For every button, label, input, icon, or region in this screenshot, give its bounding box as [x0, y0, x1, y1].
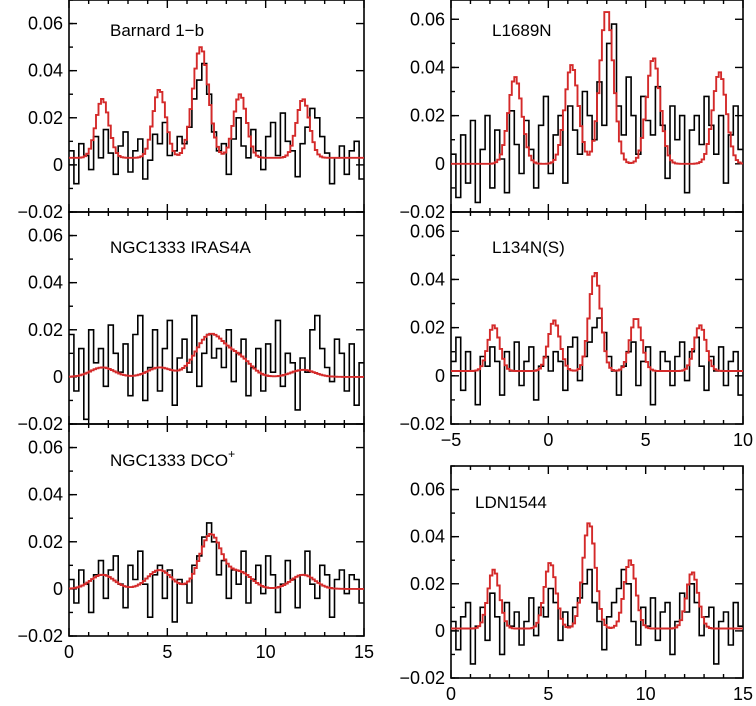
- y-tick-label: 0.06: [28, 438, 63, 458]
- y-tick-label: 0.02: [28, 108, 63, 128]
- x-tick-label: 15: [733, 684, 753, 704]
- x-tick-label: 0: [543, 430, 553, 450]
- y-tick-label: −0.02: [399, 668, 445, 688]
- figure: Barnard 1−b −0.0200.020.040.06 NGC1333 I…: [0, 0, 756, 706]
- x-tick-label: 5: [162, 642, 172, 662]
- y-tick-label: 0.06: [28, 226, 63, 246]
- x-tick-label: 15: [354, 642, 374, 662]
- panel-l134n: L134N(S) −0.02 0 0.02 0.04 0.06 −5 0 5 10: [399, 212, 753, 450]
- y-tick-label: 0.04: [28, 485, 63, 505]
- observed-spectrum: [69, 316, 364, 420]
- panel-title: L1689N: [492, 21, 552, 40]
- y-tick-label: 0.06: [28, 14, 63, 34]
- panel-barnard: Barnard 1−b −0.02 0 0.02 0.04 0.06: [17, 0, 364, 222]
- y-tick-label: 0.06: [410, 480, 445, 500]
- y-tick-label: 0.02: [410, 106, 445, 126]
- y-tick-label: 0: [435, 621, 445, 641]
- y-tick-label: 0.04: [410, 527, 445, 547]
- y-tick-label: −0.02: [399, 414, 445, 434]
- panel-title: L134N(S): [492, 238, 565, 257]
- y-tick-label: −0.02: [17, 414, 63, 434]
- y-tick-label: 0.02: [28, 532, 63, 552]
- observed-spectrum: [69, 64, 364, 184]
- x-tick-label: 10: [636, 684, 656, 704]
- model-spectrum: [69, 47, 364, 158]
- y-tick-label: 0.04: [410, 57, 445, 77]
- y-tick-label: 0.02: [410, 574, 445, 594]
- y-tick-label: −0.02: [17, 626, 63, 646]
- y-tick-label: 0: [435, 366, 445, 386]
- y-tick-label: 0: [53, 155, 63, 175]
- y-tick-label: 0.04: [410, 269, 445, 289]
- y-tick-label: 0.02: [28, 320, 63, 340]
- y-tick-label: −0.02: [399, 202, 445, 222]
- y-tick-label: 0.06: [410, 221, 445, 241]
- x-tick-label: 10: [733, 430, 753, 450]
- observed-spectrum: [451, 318, 743, 405]
- y-tick-label: 0.04: [28, 273, 63, 293]
- panel-title-superscript: +: [228, 447, 235, 461]
- panel-title-main: NGC1333 DCO: [110, 451, 228, 470]
- panel-title: NGC1333 DCO+: [110, 447, 235, 470]
- y-tick-label: 0.06: [410, 9, 445, 29]
- panel-l1689n: L1689N −0.02 0 0.02 0.04 0.06: [399, 0, 743, 222]
- x-tick-label: 5: [641, 430, 651, 450]
- y-tick-label: 0.04: [28, 61, 63, 81]
- panel-title: LDN1544: [475, 493, 547, 512]
- y-tick-label: 0.02: [410, 318, 445, 338]
- x-tick-label: 5: [543, 684, 553, 704]
- y-tick-label: 0: [53, 579, 63, 599]
- x-tick-label: −5: [441, 430, 462, 450]
- x-tick-label: 0: [446, 684, 456, 704]
- y-tick-label: −0.02: [17, 202, 63, 222]
- y-tick-label: 0: [435, 154, 445, 174]
- y-tick-label: 0: [53, 367, 63, 387]
- panel-title: NGC1333 IRAS4A: [110, 238, 251, 257]
- panel-title: Barnard 1−b: [110, 21, 204, 40]
- x-tick-label: 10: [256, 642, 276, 662]
- x-tick-label: 0: [64, 642, 74, 662]
- panel-iras4a: NGC1333 IRAS4A −0.02 0 0.02 0.04 0.06: [17, 212, 364, 434]
